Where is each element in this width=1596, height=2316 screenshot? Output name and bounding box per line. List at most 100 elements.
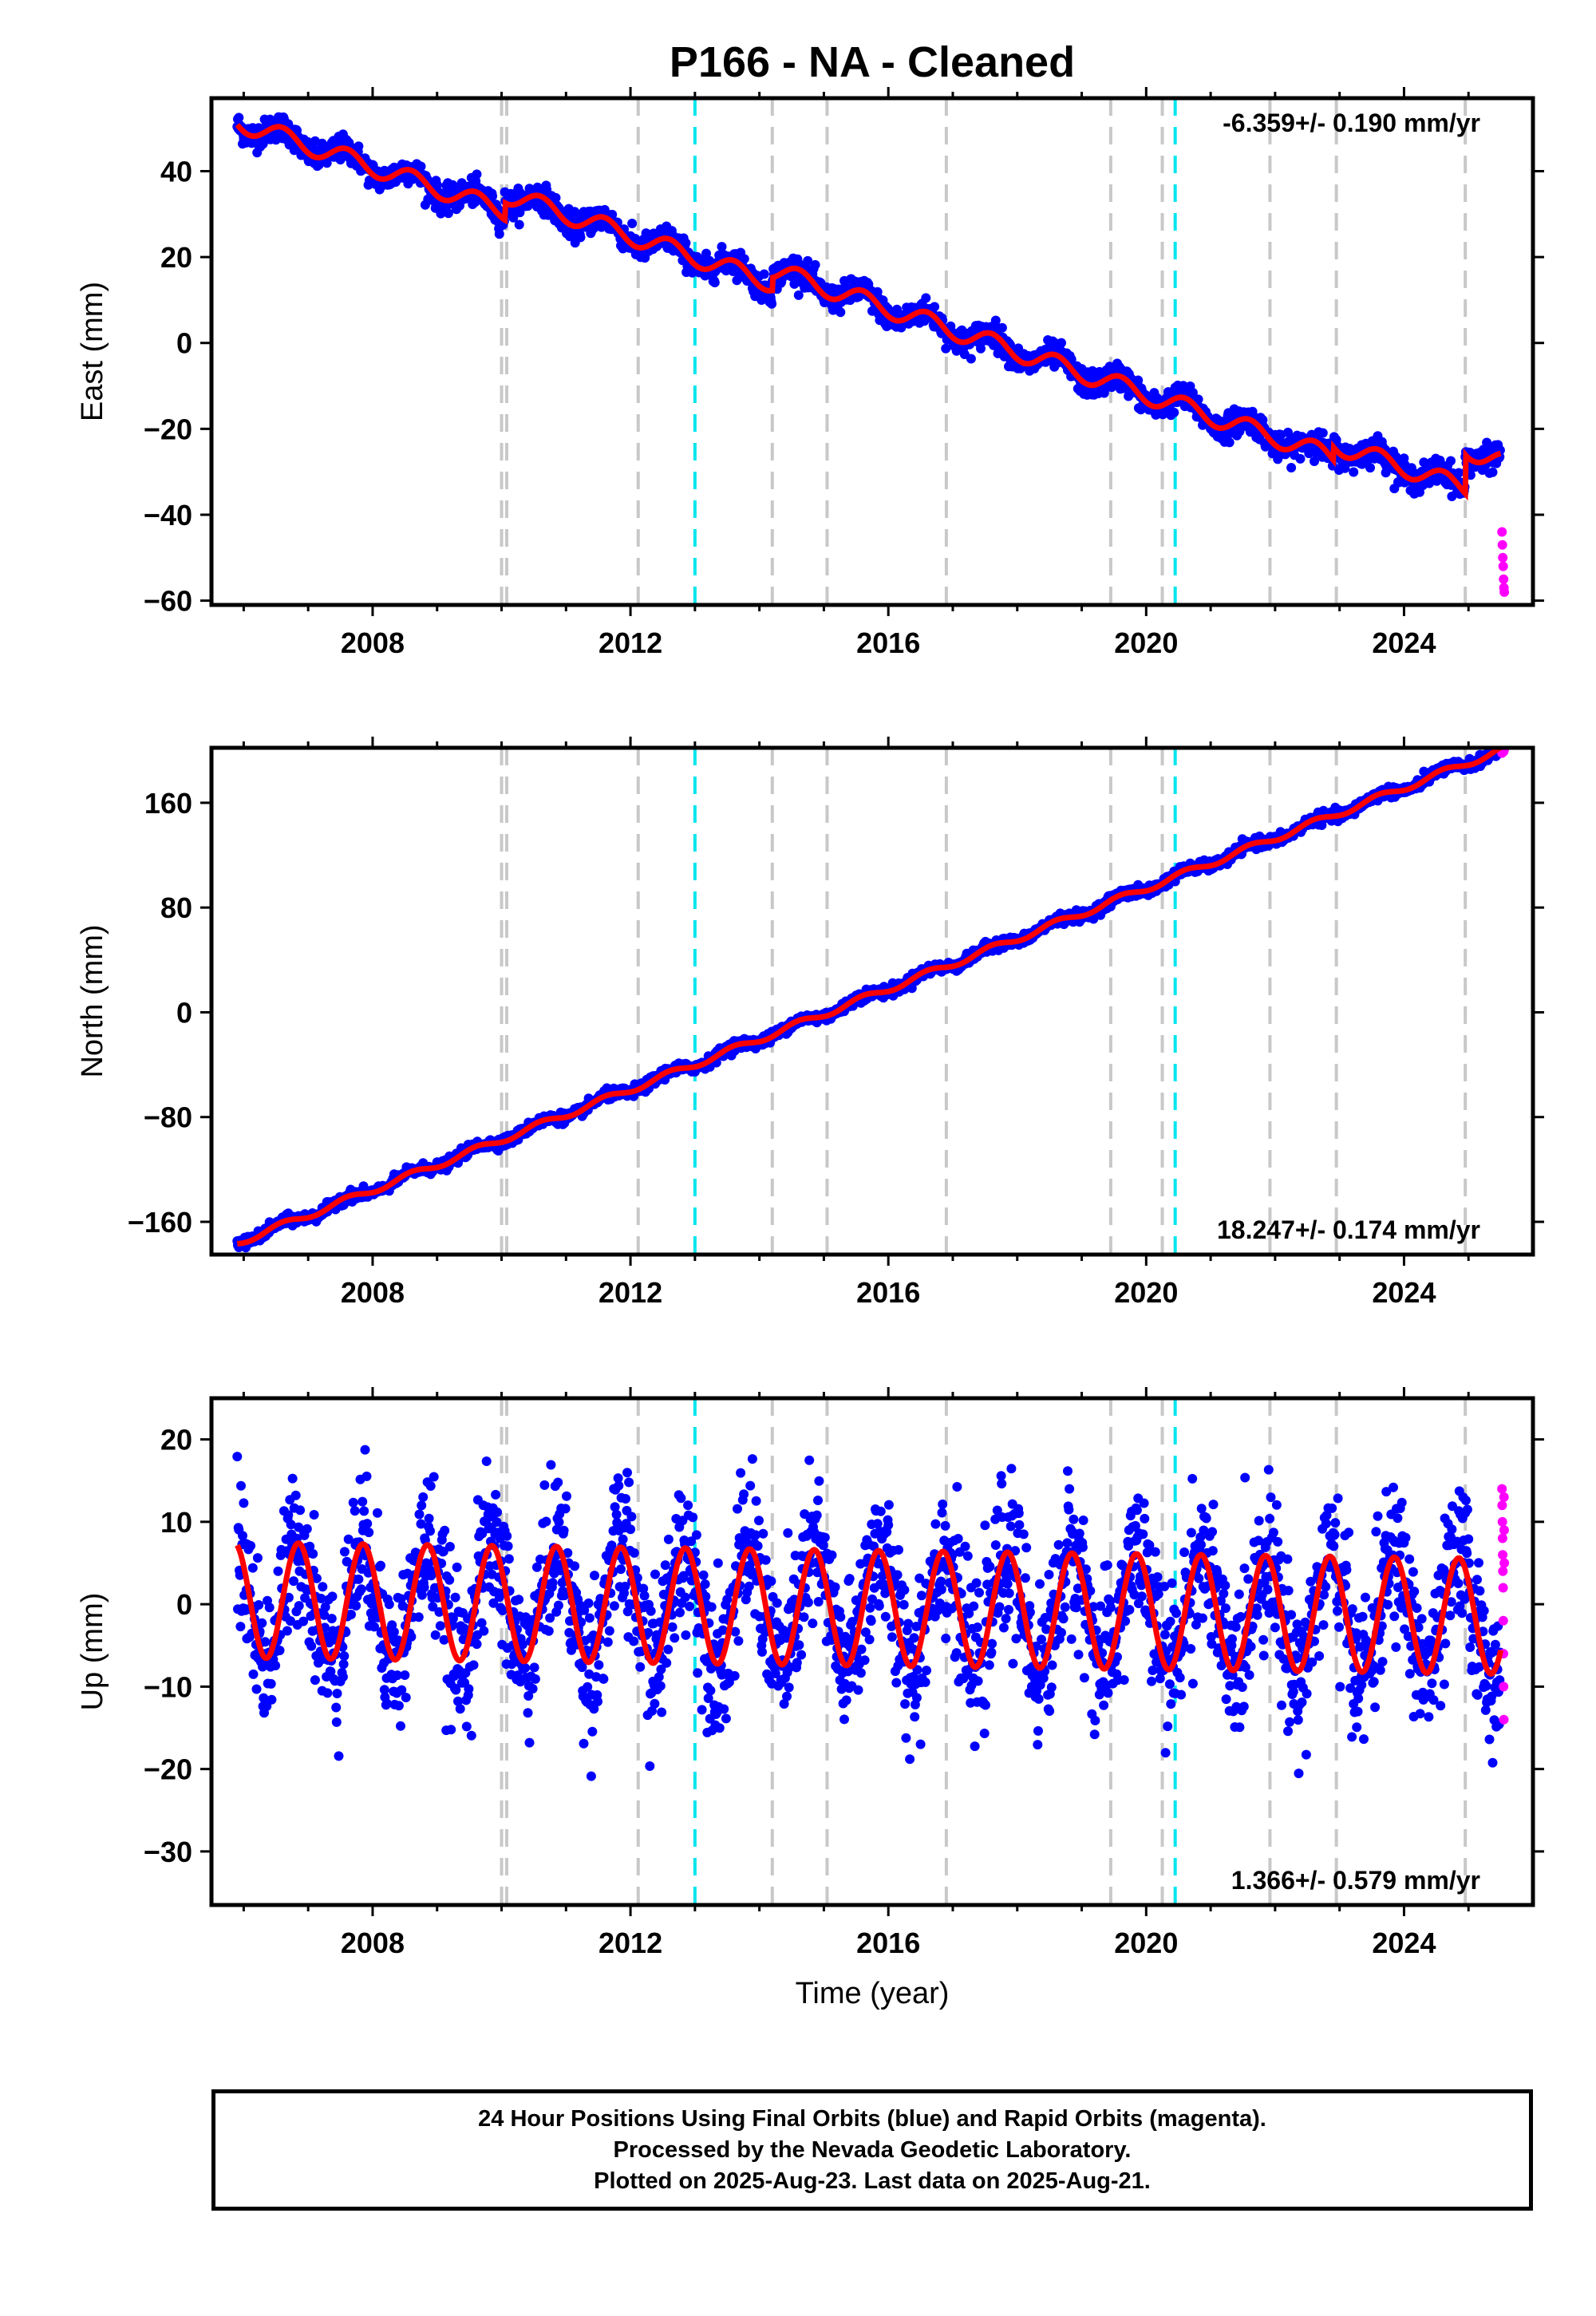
x-tick-label: 2020: [1114, 1276, 1178, 1309]
point-final-orbit: [514, 219, 524, 230]
point-final-orbit: [251, 1684, 262, 1694]
point-final-orbit: [803, 255, 813, 266]
point-rapid-orbit: [1497, 539, 1507, 550]
y-tick-label: 0: [176, 996, 192, 1029]
point-final-orbit: [941, 343, 951, 354]
x-tick-label: 2024: [1372, 626, 1436, 659]
x-tick-label: 2008: [341, 626, 405, 659]
model-fit-line: [235, 122, 1502, 501]
point-final-orbit: [508, 212, 519, 223]
y-tick-label: −60: [144, 585, 192, 618]
point-rapid-orbit: [1498, 561, 1508, 571]
point-rapid-orbit: [1499, 587, 1510, 597]
rate-label: -6.359+/- 0.190 mm/yr: [1223, 109, 1480, 137]
point-final-orbit: [247, 1563, 258, 1573]
rate-label: 18.247+/- 0.174 mm/yr: [1217, 1215, 1480, 1244]
point-rapid-orbit: [1498, 552, 1508, 563]
plot-frame: [209, 96, 1535, 607]
y-tick-label: 160: [144, 787, 192, 820]
y-tick-label: 0: [176, 327, 192, 360]
point-final-orbit: [257, 1618, 267, 1628]
point-final-orbit: [234, 113, 244, 123]
point-final-orbit: [717, 242, 727, 252]
x-tick-label: 2012: [598, 626, 662, 659]
point-final-orbit: [976, 343, 986, 354]
point-final-orbit: [1224, 437, 1235, 448]
point-final-orbit: [239, 1498, 249, 1508]
y-tick-label: 20: [160, 241, 192, 274]
point-final-orbit: [1482, 437, 1492, 448]
point-final-orbit: [252, 1553, 263, 1563]
x-tick-label: 2020: [1114, 626, 1178, 659]
point-final-orbit: [443, 208, 453, 219]
point-final-orbit: [416, 161, 426, 172]
y-tick-label: −20: [144, 413, 192, 445]
point-final-orbit: [266, 1678, 276, 1689]
point-final-orbit: [246, 1540, 256, 1551]
point-final-orbit: [1107, 382, 1117, 393]
point-final-orbit: [235, 1622, 246, 1632]
point-final-orbit: [1495, 737, 1504, 746]
x-tick-label: 2008: [341, 1276, 405, 1309]
point-final-orbit: [575, 232, 586, 243]
point-final-orbit: [1295, 453, 1306, 464]
x-tick-label: 2016: [856, 1276, 920, 1309]
y-axis-label: North (mm): [76, 924, 109, 1077]
point-final-orbit: [275, 1646, 285, 1655]
point-final-orbit: [1286, 463, 1297, 472]
point-final-orbit: [836, 307, 846, 318]
point-final-orbit: [494, 229, 504, 239]
point-final-orbit: [627, 219, 638, 228]
point-final-orbit: [236, 1480, 246, 1491]
x-tick-label: 2012: [598, 1276, 662, 1309]
point-final-orbit: [793, 290, 804, 300]
point-final-orbit: [488, 191, 498, 201]
point-final-orbit: [259, 1693, 269, 1703]
point-final-orbit: [739, 254, 749, 264]
point-rapid-orbit: [1499, 574, 1509, 584]
point-final-orbit: [997, 322, 1007, 333]
y-tick-label: 80: [160, 891, 192, 924]
point-final-orbit: [1057, 338, 1066, 348]
point-final-orbit: [254, 1600, 264, 1610]
data-points: [232, 1445, 1510, 1781]
point-final-orbit: [248, 1669, 259, 1679]
point-final-orbit: [1487, 467, 1498, 477]
point-final-orbit: [1193, 394, 1203, 405]
point-final-orbit: [551, 192, 561, 203]
y-tick-label: 40: [160, 155, 192, 188]
point-final-orbit: [759, 269, 769, 279]
point-final-orbit: [1169, 407, 1179, 417]
y-axis-label: East (mm): [76, 282, 109, 421]
point-final-orbit: [470, 197, 480, 207]
point-final-orbit: [1317, 428, 1328, 438]
point-final-orbit: [354, 141, 364, 152]
figure-title: P166 - NA - Cleaned: [670, 38, 1075, 86]
point-final-orbit: [1454, 468, 1464, 478]
point-final-orbit: [472, 169, 482, 180]
point-final-orbit: [1133, 375, 1144, 385]
point-final-orbit: [232, 1452, 243, 1462]
point-final-orbit: [271, 1661, 281, 1670]
point-final-orbit: [767, 298, 777, 309]
point-rapid-orbit: [1497, 527, 1507, 537]
y-tick-label: −40: [144, 499, 192, 532]
point-final-orbit: [681, 238, 691, 248]
point-final-orbit: [273, 1566, 283, 1576]
point-final-orbit: [1349, 467, 1359, 477]
point-final-orbit: [264, 1603, 275, 1613]
point-final-orbit: [921, 293, 931, 303]
point-final-orbit: [810, 259, 820, 270]
point-final-orbit: [267, 1694, 277, 1705]
point-final-orbit: [1446, 456, 1456, 466]
point-final-orbit: [966, 354, 976, 364]
model-fit-line: [236, 748, 1503, 1247]
point-final-orbit: [930, 302, 940, 312]
point-final-orbit: [709, 278, 720, 287]
x-tick-label: 2024: [1372, 1276, 1436, 1309]
point-final-orbit: [1365, 463, 1375, 473]
y-tick-label: −80: [144, 1101, 192, 1134]
point-final-orbit: [282, 1626, 292, 1636]
